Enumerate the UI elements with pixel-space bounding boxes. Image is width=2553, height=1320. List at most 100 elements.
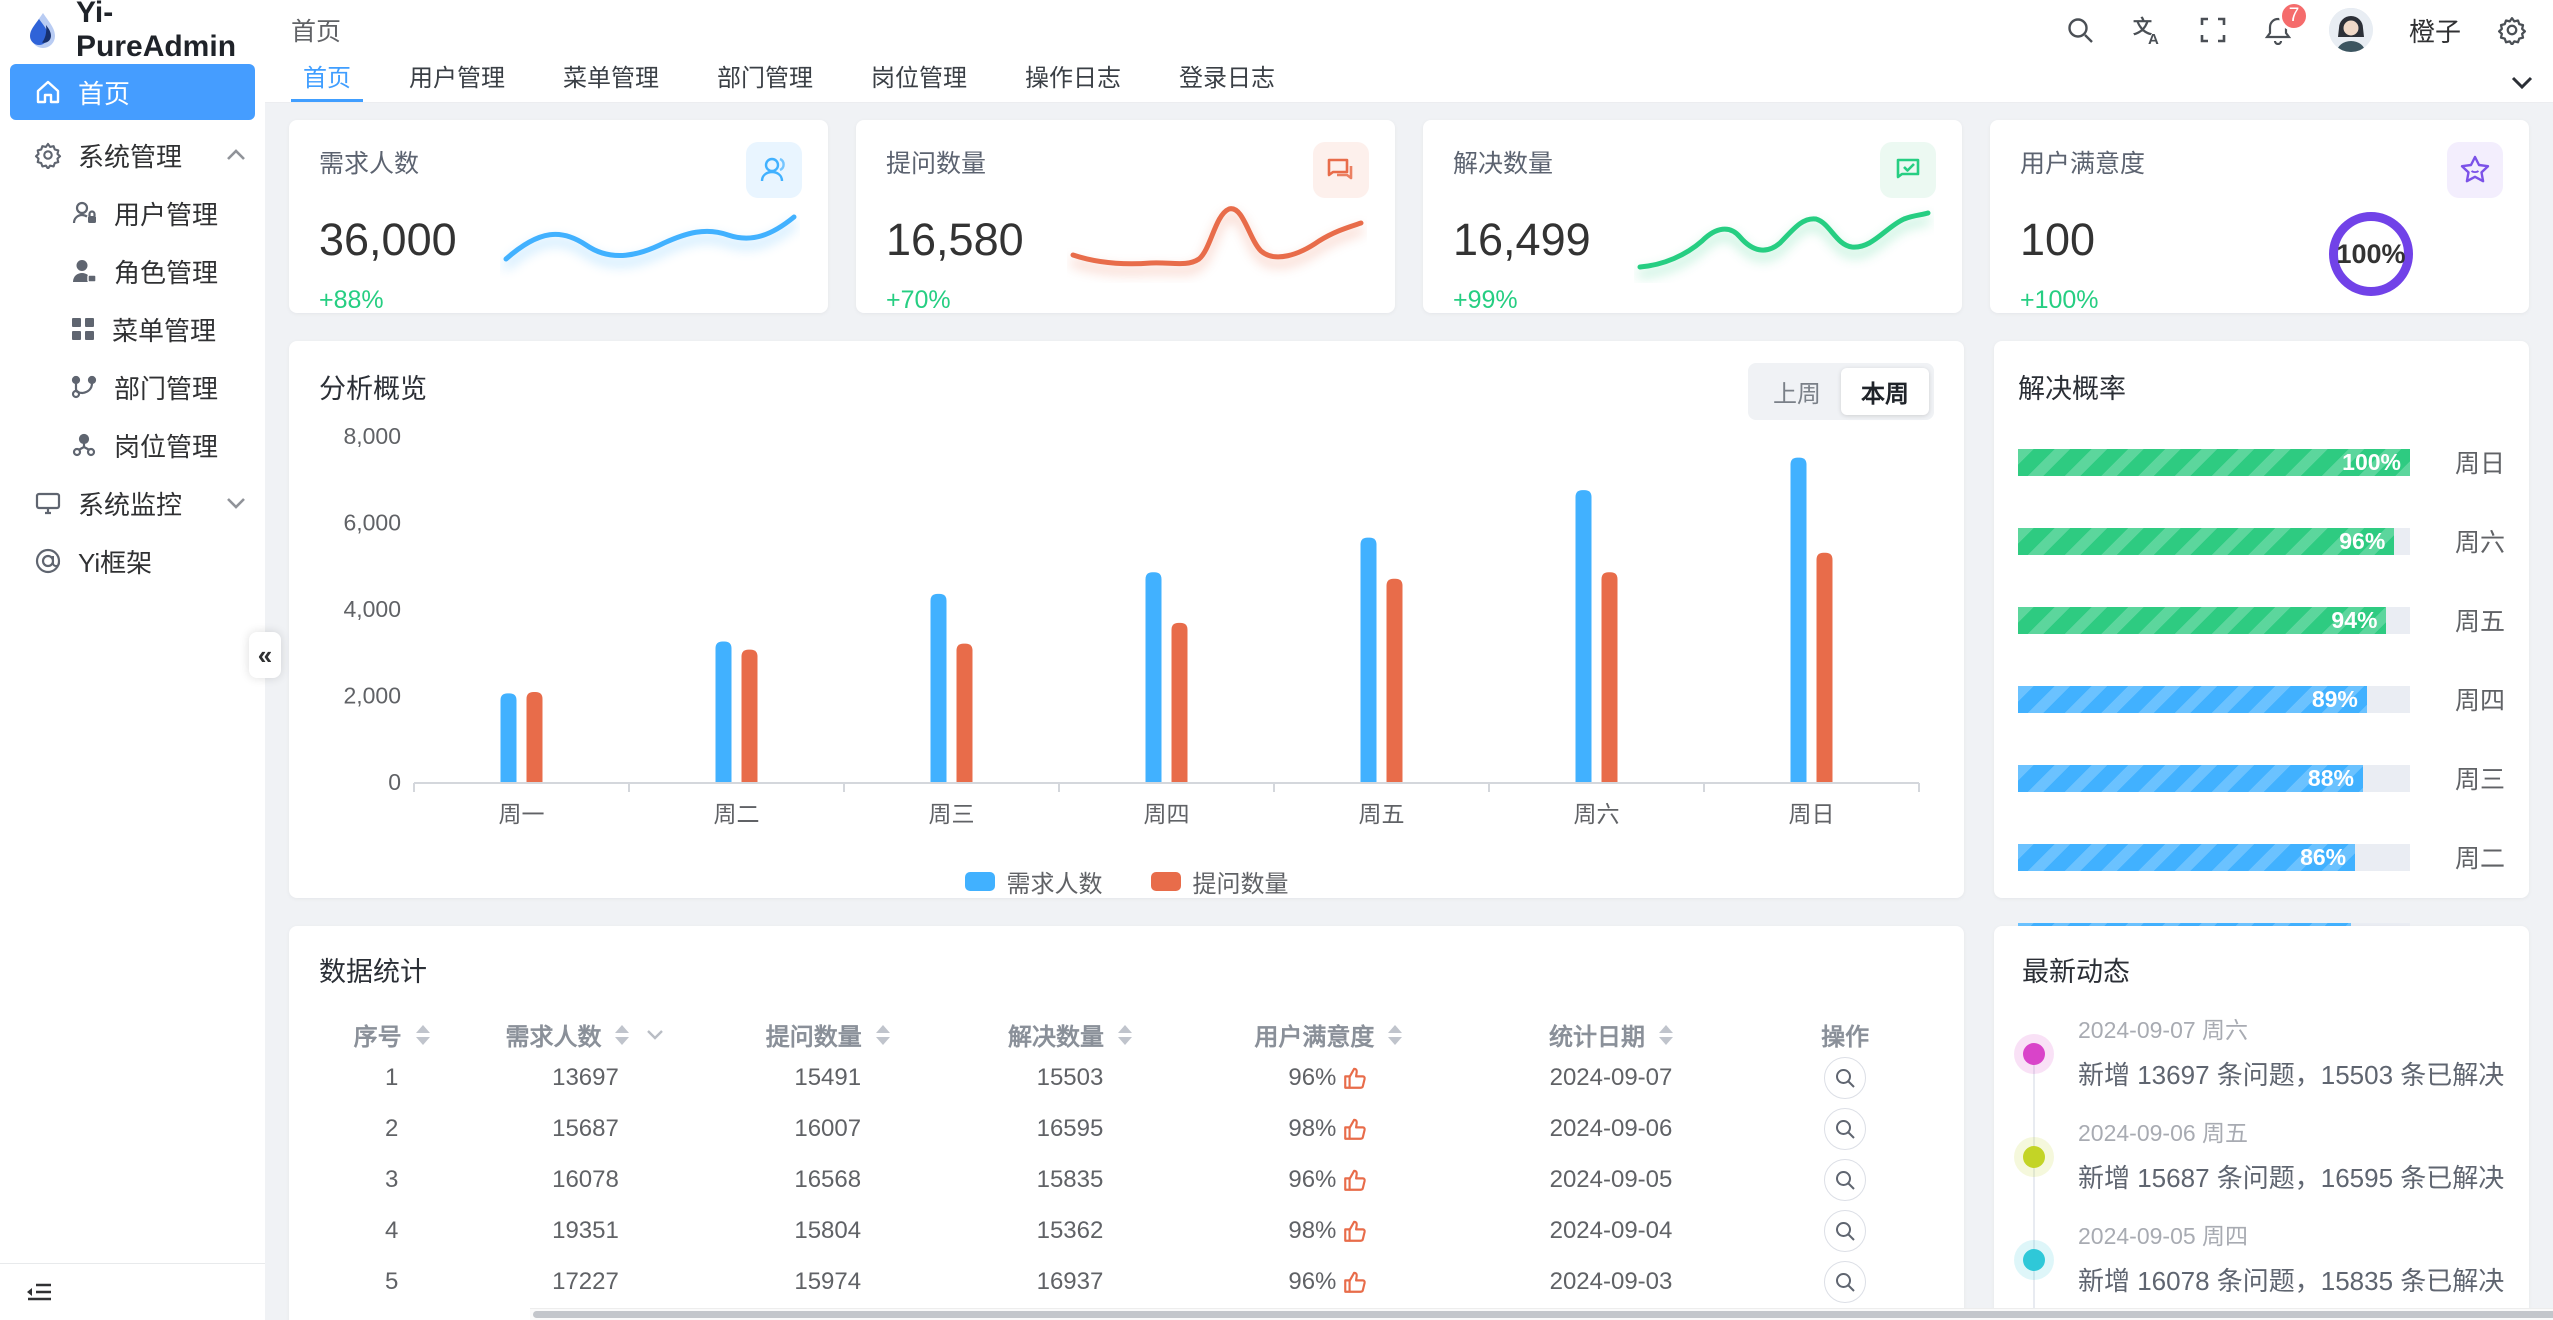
stat-card-title: 提问数量 xyxy=(886,150,987,178)
day-label: 周六 xyxy=(2454,529,2505,557)
chevron-down-icon xyxy=(225,496,247,510)
toggle-上周[interactable]: 上周 xyxy=(1773,381,1821,408)
bar-需求人数-周一 xyxy=(500,693,517,782)
operation-cell xyxy=(1756,1056,1934,1099)
satisfaction-value: 98% xyxy=(1288,1216,1337,1244)
column-header-需求人数[interactable]: 需求人数 xyxy=(464,1017,706,1052)
x-axis-label: 周三 xyxy=(929,801,975,827)
sort-carets-icon[interactable] xyxy=(615,1024,630,1045)
bar-需求人数-周三 xyxy=(930,593,947,782)
day-label: 周三 xyxy=(2454,766,2505,794)
news-date: 2024-09-05 周四 xyxy=(2078,1223,2249,1249)
stat-card-delta: +70% xyxy=(886,286,951,314)
progress-track: 88% xyxy=(2018,764,2410,792)
chat-icon xyxy=(1313,142,1369,198)
view-detail-button[interactable] xyxy=(1824,1056,1867,1099)
x-axis-label: 周一 xyxy=(499,801,545,827)
menu-fold-icon[interactable] xyxy=(24,1277,54,1307)
main-area: 首页 文 A xyxy=(265,0,2553,1320)
progress-fill: 86% xyxy=(2018,843,2356,871)
sort-carets-icon[interactable] xyxy=(1117,1024,1132,1045)
settings-gear-icon[interactable] xyxy=(2497,15,2527,45)
magnifier-icon xyxy=(1833,1168,1857,1192)
sidebar-collapse-button[interactable]: « xyxy=(249,632,281,678)
chart-legend: 需求人数 提问数量 xyxy=(319,864,1934,899)
solve-rate-row: 100% 周日 xyxy=(2018,444,2505,480)
sidebar-footer xyxy=(0,1263,265,1320)
bar-需求人数-周六 xyxy=(1575,490,1592,782)
username[interactable]: 橙子 xyxy=(2408,16,2461,47)
toggle-本周[interactable]: 本周 xyxy=(1841,368,1929,415)
column-header-统计日期[interactable]: 统计日期 xyxy=(1466,1017,1757,1052)
page-content: 需求人数 36,000 +88% 提问数量 16,580 +70% 解决数量 16,499… xyxy=(265,103,2553,1320)
analysis-title: 分析概览 xyxy=(319,374,427,404)
news-text: 新增 13697 条问题，15503 条已解决 xyxy=(2078,1060,2505,1090)
table-body: 1 13697 15491 15503 96% 2024-09-07 2 15687 16007… xyxy=(319,1052,1934,1320)
avatar[interactable] xyxy=(2328,8,2373,52)
role-icon xyxy=(70,257,98,285)
sidebar-item-2[interactable]: 用户管理 xyxy=(0,184,265,242)
view-detail-button[interactable] xyxy=(1824,1158,1867,1201)
tabs-dropdown-chevron-icon[interactable] xyxy=(2509,74,2535,92)
legend-提问数量[interactable]: 提问数量 xyxy=(1150,864,1289,899)
table-cell: 6 xyxy=(319,1319,464,1320)
satisfaction-value: 96% xyxy=(1288,1267,1337,1295)
column-header-用户满意度[interactable]: 用户满意度 xyxy=(1191,1017,1466,1052)
chevron-up-icon xyxy=(225,148,247,162)
sort-carets-icon[interactable] xyxy=(415,1024,430,1045)
tab-用户管理[interactable]: 用户管理 xyxy=(409,65,505,92)
sidebar-item-3[interactable]: 角色管理 xyxy=(0,242,265,300)
sort-carets-icon[interactable] xyxy=(1388,1024,1403,1045)
date-cell: 2024-09-06 xyxy=(1549,1114,1673,1142)
column-header-提问数量[interactable]: 提问数量 xyxy=(707,1017,949,1052)
x-axis-label: 周二 xyxy=(714,801,760,827)
view-detail-button[interactable] xyxy=(1824,1107,1867,1150)
sidebar-item-7[interactable]: 系统监控 xyxy=(0,474,265,532)
sidebar-item-0[interactable]: 首页 xyxy=(10,64,255,120)
view-detail-button[interactable] xyxy=(1824,1260,1867,1303)
date-cell: 2024-09-05 xyxy=(1549,1165,1673,1193)
stat-card-1: 需求人数 36,000 +88% xyxy=(289,120,828,314)
notification-bell-icon[interactable]: 7 xyxy=(2263,1,2309,45)
thumb-up-icon xyxy=(1342,1116,1368,1142)
column-header-序号[interactable]: 序号 xyxy=(319,1017,464,1052)
stat-card-title: 用户满意度 xyxy=(2020,150,2146,178)
logo-row[interactable]: Yi-PureAdmin xyxy=(0,0,265,63)
filter-arrow-icon[interactable] xyxy=(645,1028,665,1041)
column-header-解决数量[interactable]: 解决数量 xyxy=(949,1017,1191,1052)
sidebar-item-6[interactable]: 岗位管理 xyxy=(0,416,265,474)
legend-需求人数[interactable]: 需求人数 xyxy=(964,864,1103,899)
tab-首页[interactable]: 首页 xyxy=(291,58,363,102)
column-label: 操作 xyxy=(1821,1024,1870,1051)
view-detail-button[interactable] xyxy=(1824,1209,1867,1252)
at-icon xyxy=(34,547,62,575)
tab-操作日志[interactable]: 操作日志 xyxy=(1025,65,1121,92)
satisfaction-cell: 96% xyxy=(1191,1166,1466,1194)
news-item: 2024-09-05 周四 新增 16078 条问题，15835 条已解决 xyxy=(2022,1217,2504,1298)
table-cell: 16007 xyxy=(794,1114,862,1142)
fullscreen-icon[interactable] xyxy=(2199,16,2227,44)
tab-菜单管理[interactable]: 菜单管理 xyxy=(563,65,659,92)
tab-部门管理[interactable]: 部门管理 xyxy=(717,65,813,92)
sidebar-item-5[interactable]: 部门管理 xyxy=(0,358,265,416)
x-axis-label: 周五 xyxy=(1359,801,1405,827)
tab-岗位管理[interactable]: 岗位管理 xyxy=(871,65,967,92)
svg-text:文: 文 xyxy=(2133,15,2153,38)
satisfaction-value: 96% xyxy=(1288,1165,1337,1193)
sort-carets-icon[interactable] xyxy=(1658,1024,1673,1045)
search-icon[interactable] xyxy=(2065,15,2095,45)
sidebar-item-8[interactable]: Yi框架 xyxy=(0,532,265,590)
sidebar-item-1[interactable]: 系统管理 xyxy=(0,126,265,184)
translate-icon[interactable]: 文 A xyxy=(2131,14,2163,46)
sort-carets-icon[interactable] xyxy=(875,1024,890,1045)
news-date: 2024-09-06 周五 xyxy=(2078,1120,2249,1146)
stat-card-sparkline xyxy=(500,193,800,283)
tab-登录日志[interactable]: 登录日志 xyxy=(1179,65,1275,92)
sidebar-item-4[interactable]: 菜单管理 xyxy=(0,300,265,358)
horizontal-scrollbar-thumb[interactable] xyxy=(533,1311,2553,1318)
svg-text:A: A xyxy=(2148,31,2159,46)
sidebar-item-label: Yi框架 xyxy=(78,547,153,578)
progress-track: 100% xyxy=(2018,448,2410,476)
magnifier-icon xyxy=(1833,1066,1857,1090)
chat-check-icon xyxy=(1891,153,1925,187)
